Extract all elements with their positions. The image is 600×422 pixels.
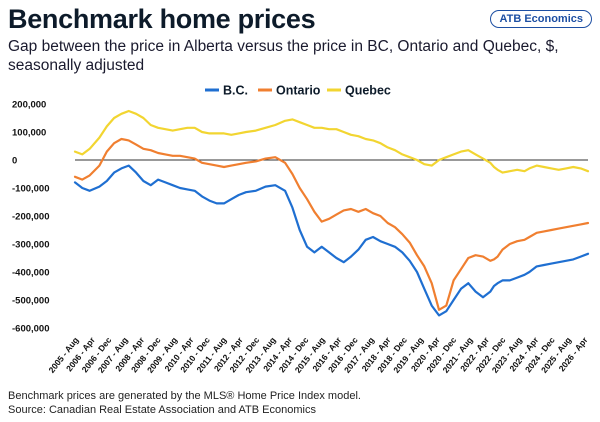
y-tick-label: -300,000 <box>12 240 50 251</box>
series-line-ontario <box>73 137 590 311</box>
footer-source: Source: Canadian Real Estate Association… <box>8 403 316 416</box>
y-tick-label: 0 <box>12 156 17 167</box>
chart-title: Benchmark home prices <box>8 4 316 34</box>
chart-subtitle: Gap between the price in Alberta versus … <box>8 38 559 74</box>
brand-badge: ATB Economics <box>490 10 592 28</box>
series-line-bc <box>73 164 590 317</box>
y-tick-label: -500,000 <box>12 296 50 307</box>
legend-label-bc: B.C. <box>223 84 248 98</box>
y-tick-label: -100,000 <box>12 184 50 195</box>
series-line-quebec <box>73 109 590 174</box>
footer-note: Benchmark prices are generated by the ML… <box>8 390 361 402</box>
y-tick-label: -600,000 <box>12 324 50 335</box>
legend-label-quebec: Quebec <box>345 84 391 98</box>
y-tick-label: 100,000 <box>12 128 46 139</box>
legend-label-ontario: Ontario <box>276 84 321 98</box>
y-tick-label: -200,000 <box>12 212 50 223</box>
y-tick-label: 200,000 <box>12 100 46 111</box>
y-tick-label: -400,000 <box>12 268 50 279</box>
chart-footer: Benchmark prices are generated by the ML… <box>8 390 361 417</box>
